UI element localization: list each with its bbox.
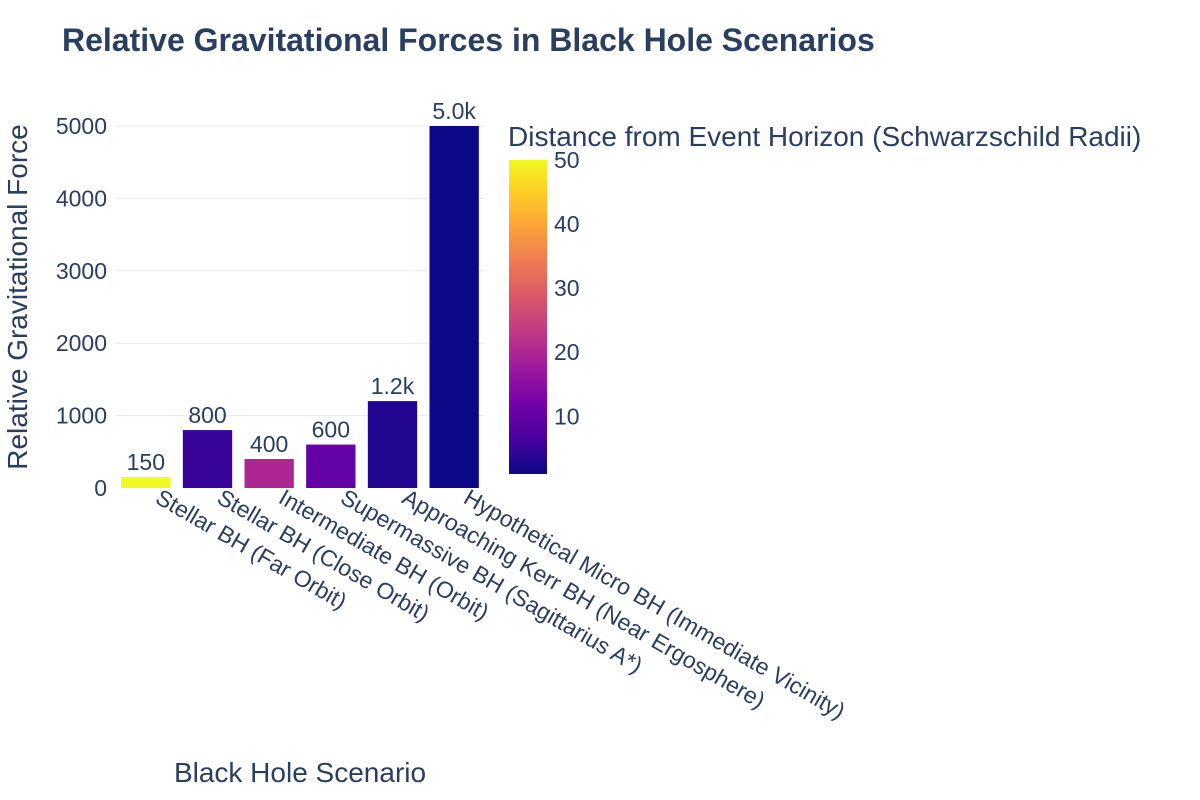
- bar: [121, 477, 171, 488]
- bar: [182, 430, 233, 488]
- y-axis-title: Relative Gravitational Force: [2, 124, 33, 469]
- colorbar: Distance from Event Horizon (Schwarzschi…: [508, 121, 1141, 474]
- bars: [121, 126, 479, 488]
- colorbar-title: Distance from Event Horizon (Schwarzschi…: [508, 121, 1141, 152]
- bar: [429, 126, 479, 488]
- colorbar-tick-label: 10: [554, 403, 580, 429]
- bar-value-label: 800: [188, 402, 226, 428]
- x-axis-ticks: Stellar BH (Far Orbit)Stellar BH (Close …: [151, 484, 849, 724]
- y-tick-label: 4000: [56, 185, 107, 211]
- y-tick-label: 1000: [56, 403, 107, 429]
- colorbar-tick-label: 20: [554, 339, 580, 365]
- y-axis-ticks: 0 1000 2000 3000 4000 5000: [56, 113, 107, 501]
- bar-value-label: 400: [250, 431, 288, 457]
- bar-value-label: 150: [127, 449, 165, 475]
- bar-value-label: 5.0k: [432, 98, 476, 124]
- colorbar-tick-label: 40: [554, 211, 580, 237]
- colorbar-gradient: [509, 160, 547, 474]
- colorbar-tick-label: 50: [554, 147, 580, 173]
- y-tick-label: 5000: [56, 113, 107, 139]
- y-tick-label: 0: [94, 475, 107, 501]
- y-tick-label: 3000: [56, 258, 107, 284]
- gridlines: [115, 125, 485, 417]
- bar-value-label: 600: [312, 417, 350, 443]
- bar: [306, 444, 356, 488]
- colorbar-tick-label: 30: [554, 275, 580, 301]
- bar: [244, 459, 294, 488]
- chart-title: Relative Gravitational Forces in Black H…: [62, 22, 875, 58]
- bar-value-label: 1.2k: [371, 373, 415, 399]
- colorbar-ticks: 10 20 30 40 50: [554, 147, 580, 429]
- bar-labels: 150 800 400 600 1.2k 5.0k: [127, 98, 477, 475]
- bar: [367, 401, 418, 488]
- y-tick-label: 2000: [56, 330, 107, 356]
- x-axis-title: Black Hole Scenario: [174, 757, 426, 788]
